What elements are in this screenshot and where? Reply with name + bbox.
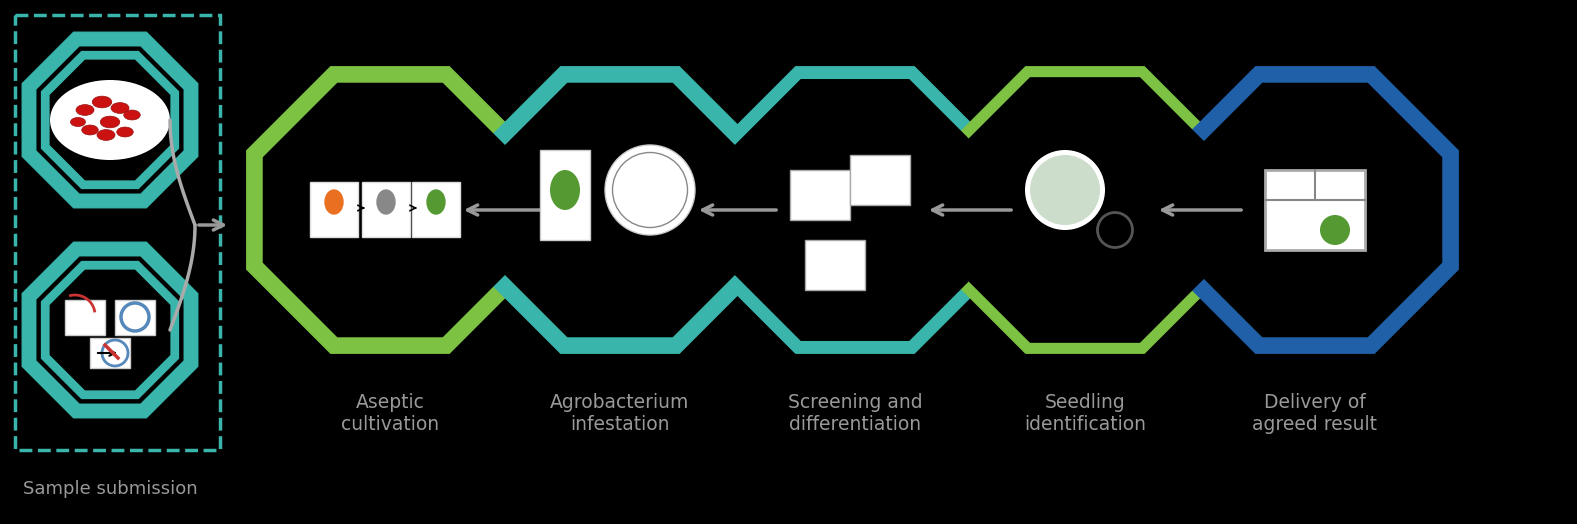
Ellipse shape <box>98 129 115 140</box>
Polygon shape <box>41 51 178 189</box>
Text: Delivery of
agreed result: Delivery of agreed result <box>1252 393 1377 434</box>
Text: Agrobacterium
infestation: Agrobacterium infestation <box>550 393 689 434</box>
Ellipse shape <box>550 170 580 210</box>
Polygon shape <box>494 83 746 336</box>
Ellipse shape <box>606 145 695 235</box>
Text: Aseptic
cultivation: Aseptic cultivation <box>341 393 438 434</box>
Ellipse shape <box>123 110 140 120</box>
Text: Sample submission: Sample submission <box>22 480 197 498</box>
Ellipse shape <box>50 80 170 160</box>
Ellipse shape <box>71 117 85 126</box>
Polygon shape <box>311 182 358 237</box>
Text: Seedling
identification: Seedling identification <box>1023 393 1146 434</box>
Polygon shape <box>363 182 410 237</box>
Polygon shape <box>38 257 183 403</box>
Ellipse shape <box>117 127 132 137</box>
Polygon shape <box>50 270 170 390</box>
Ellipse shape <box>82 125 98 135</box>
Polygon shape <box>476 67 763 353</box>
Ellipse shape <box>76 105 95 115</box>
Polygon shape <box>711 67 998 353</box>
Polygon shape <box>953 78 1217 342</box>
Ellipse shape <box>377 190 394 214</box>
Ellipse shape <box>427 190 445 214</box>
Ellipse shape <box>1025 150 1105 230</box>
Polygon shape <box>412 182 460 237</box>
Polygon shape <box>41 261 178 398</box>
Ellipse shape <box>1030 155 1101 225</box>
Polygon shape <box>850 155 910 205</box>
Polygon shape <box>804 240 866 290</box>
Ellipse shape <box>101 116 120 128</box>
Polygon shape <box>941 67 1228 353</box>
Polygon shape <box>1189 83 1441 336</box>
Ellipse shape <box>91 96 112 108</box>
Bar <box>16 15 221 450</box>
Polygon shape <box>22 242 197 418</box>
Polygon shape <box>539 150 590 240</box>
Polygon shape <box>38 47 183 193</box>
Polygon shape <box>790 170 850 220</box>
Polygon shape <box>1265 170 1366 250</box>
Ellipse shape <box>325 190 344 214</box>
Polygon shape <box>1172 67 1459 353</box>
Polygon shape <box>246 67 533 353</box>
Polygon shape <box>263 83 517 336</box>
Polygon shape <box>115 300 155 335</box>
Polygon shape <box>725 80 986 340</box>
Polygon shape <box>65 300 106 335</box>
Ellipse shape <box>110 103 129 113</box>
Polygon shape <box>90 338 129 368</box>
Polygon shape <box>22 32 197 208</box>
Ellipse shape <box>1320 215 1350 245</box>
Polygon shape <box>50 60 170 180</box>
Text: Screening and
differentiation: Screening and differentiation <box>787 393 923 434</box>
